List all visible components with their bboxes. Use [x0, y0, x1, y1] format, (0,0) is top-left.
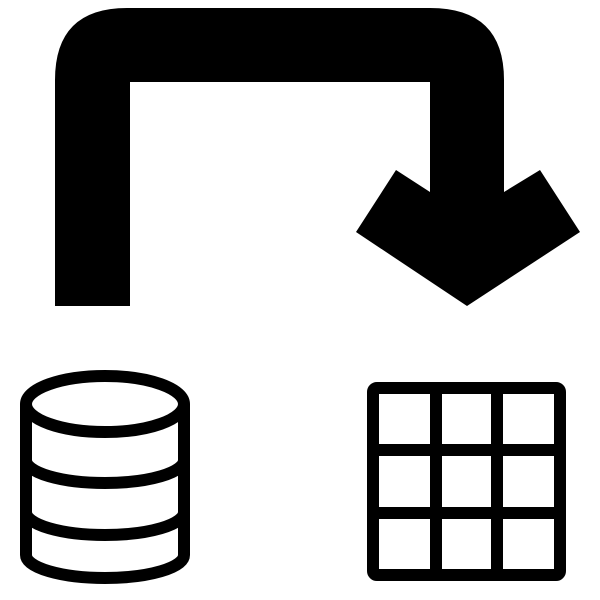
curved-transfer-arrow-icon: [55, 8, 580, 306]
database-icon: [20, 370, 190, 584]
table-grid-icon: [367, 382, 566, 581]
